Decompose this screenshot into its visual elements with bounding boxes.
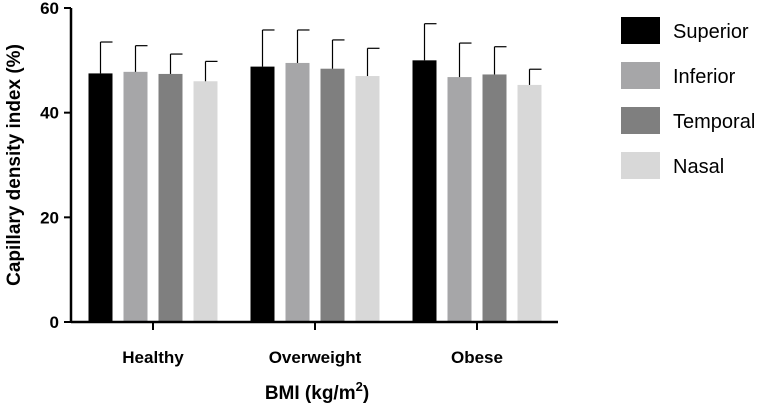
error-bars-layer [99, 23, 542, 85]
y-tick-label: 20 [40, 208, 59, 227]
y-tick-label: 0 [50, 313, 59, 332]
bar-obese-temporal [482, 74, 507, 322]
legend-label-temporal: Temporal [673, 111, 755, 133]
legend-label-nasal: Nasal [673, 156, 724, 178]
bar-healthy-superior [88, 73, 113, 323]
bar-obese-nasal [517, 84, 542, 323]
bar-healthy-inferior [123, 71, 148, 322]
legend-swatch-nasal [621, 152, 660, 179]
y-tick-label: 40 [40, 104, 59, 123]
legend: Superior Inferior Temporal Nasal [621, 17, 755, 179]
y-ticks: 0 20 40 60 [40, 0, 71, 332]
x-tick-label-healthy: Healthy [122, 348, 184, 367]
bar-overweight-nasal [355, 76, 380, 323]
legend-label-superior: Superior [673, 21, 749, 43]
bar-obese-inferior [447, 77, 472, 322]
bar-overweight-superior [250, 66, 275, 322]
y-axis-title: Capillary density index (%) [4, 44, 25, 286]
bar-overweight-temporal [320, 68, 345, 322]
bars-layer [88, 60, 542, 323]
legend-label-inferior: Inferior [673, 66, 736, 88]
legend-swatch-temporal [621, 107, 660, 134]
legend-swatch-inferior [621, 62, 660, 89]
bar-obese-superior [412, 60, 437, 322]
bar-overweight-inferior [285, 62, 310, 322]
bar-healthy-nasal [193, 81, 218, 323]
x-axis-title: BMI (kg/m2) [265, 379, 369, 404]
y-tick-label: 60 [40, 0, 59, 18]
x-tick-label-overweight: Overweight [269, 348, 362, 367]
x-ticks: Healthy Overweight Obese [122, 322, 503, 367]
bar-healthy-temporal [158, 73, 183, 322]
x-tick-label-obese: Obese [451, 348, 503, 367]
legend-swatch-superior [621, 17, 660, 44]
x-axis-title-superscript: 2 [356, 379, 363, 394]
x-axis-title-close: ) [363, 383, 369, 404]
x-axis-title-main: BMI (kg/m [265, 383, 356, 404]
